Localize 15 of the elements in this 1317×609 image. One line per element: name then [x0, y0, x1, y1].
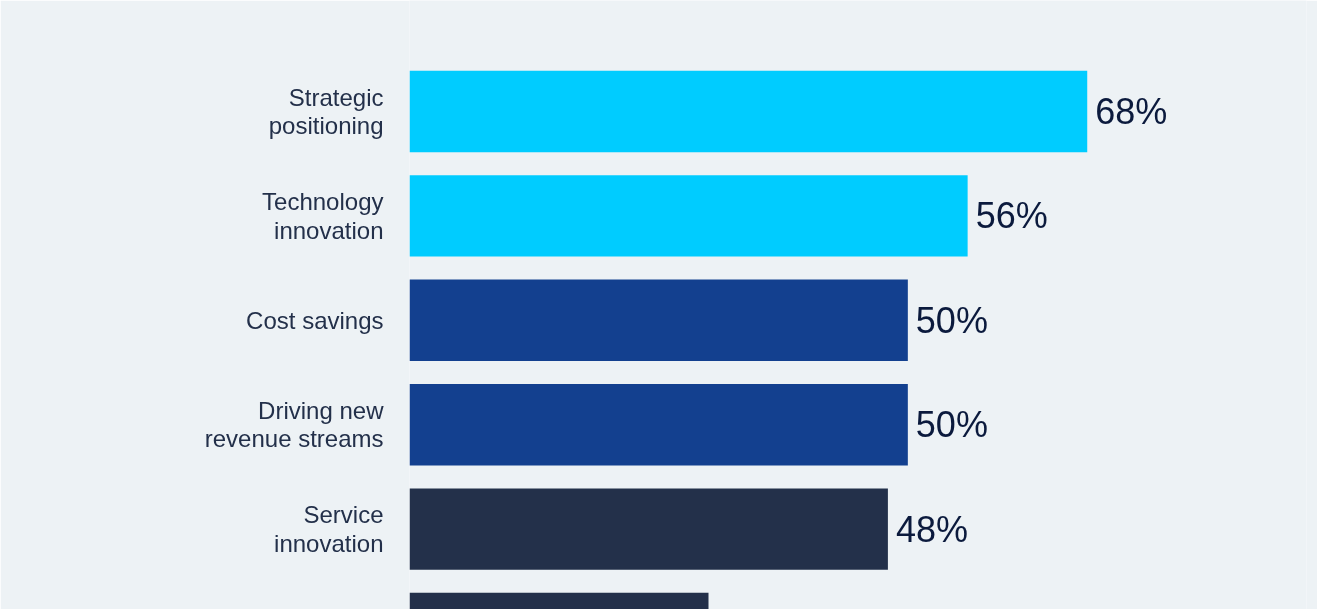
- bar: [409, 70, 1088, 153]
- bar: [409, 175, 968, 257]
- bar: [409, 383, 908, 466]
- y-tick-label: Technology innovation: [262, 188, 384, 244]
- bar: [409, 488, 888, 570]
- data-label: 68%: [1095, 90, 1168, 132]
- y-tick-label: Cost savings: [246, 306, 384, 334]
- y-tick-label: Strategic positioning: [268, 83, 384, 140]
- data-label: 56%: [975, 195, 1048, 237]
- data-label: 50%: [915, 299, 988, 341]
- y-tick-label: Service innovation: [274, 501, 384, 557]
- data-label: 48%: [895, 508, 968, 550]
- y-tick-label: Driving new revenue streams: [204, 397, 385, 453]
- data-label: 50%: [915, 404, 988, 446]
- bar: [409, 279, 908, 362]
